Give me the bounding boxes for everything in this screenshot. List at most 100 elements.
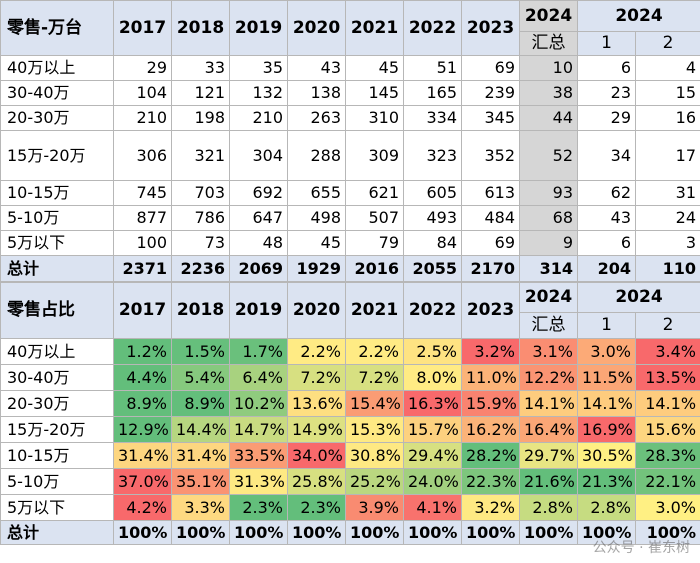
table-cell: 647 [229, 205, 288, 231]
total-cell: 204 [577, 255, 636, 282]
table-cell: 100 [113, 230, 172, 256]
row-label: 30-40万 [0, 80, 114, 106]
table-cell: 210 [229, 105, 288, 131]
heat-cell: 7.2% [287, 364, 346, 391]
table-cell: 121 [171, 80, 230, 106]
total-cell: 314 [519, 255, 578, 282]
row-label: 5-10万 [0, 468, 114, 495]
heat-cell: 30.8% [345, 442, 404, 469]
table-cell: 15 [634, 80, 700, 106]
heat-cell: 31.3% [229, 468, 288, 495]
table-cell: 45 [287, 230, 346, 256]
row-label: 20-30万 [0, 390, 114, 417]
row-label: 40万以上 [0, 55, 114, 81]
year-header: 2019 [229, 0, 288, 56]
table-cell: 745 [113, 180, 172, 206]
table-cell: 306 [113, 130, 172, 181]
heat-cell: 16.3% [403, 390, 462, 417]
heat-cell: 4.2% [113, 494, 172, 521]
table-row: 10-15万 745 703 692 655 621 605 613 93 62 31 [0, 180, 700, 206]
year-header: 2022 [403, 282, 462, 339]
heat-cell: 24.0% [403, 468, 462, 495]
table-cell: 33 [171, 55, 230, 81]
heat-cell: 4.1% [403, 494, 462, 521]
heat-cell: 13.6% [287, 390, 346, 417]
heat-cell: 2.2% [287, 338, 346, 365]
heat-cell: 22.3% [461, 468, 520, 495]
total-cell: 2170 [461, 255, 520, 282]
heat-cell: 34.0% [287, 442, 346, 469]
heat-cell: 1.7% [229, 338, 288, 365]
table-cell: 62 [577, 180, 636, 206]
table-cell: 507 [345, 205, 404, 231]
row-label: 30-40万 [0, 364, 114, 391]
table-cell: 48 [229, 230, 288, 256]
year-header: 2020 [287, 0, 346, 56]
agg-cell: 9 [519, 230, 578, 256]
agg-cell: 44 [519, 105, 578, 131]
heat-cell: 16.2% [461, 416, 520, 443]
heat-cell: 28.3% [634, 442, 700, 469]
table-cell: 145 [345, 80, 404, 106]
row-label: 10-15万 [0, 442, 114, 469]
table-cell: 309 [345, 130, 404, 181]
total-cell: 100% [577, 520, 636, 545]
table-cell: 498 [287, 205, 346, 231]
table-cell: 17 [634, 130, 700, 181]
table-cell: 655 [287, 180, 346, 206]
table-cell: 79 [345, 230, 404, 256]
table-cell: 288 [287, 130, 346, 181]
heat-cell: 3.4% [634, 338, 700, 365]
table-cell: 132 [229, 80, 288, 106]
month-header: 1 [577, 312, 636, 339]
year-header: 2022 [403, 0, 462, 56]
row-label: 5-10万 [0, 205, 114, 231]
total-cell: 110 [634, 255, 700, 282]
agg-cell: 68 [519, 205, 578, 231]
heat-cell: 8.9% [171, 390, 230, 417]
heat-cell: 4.4% [113, 364, 172, 391]
table-cell: 310 [345, 105, 404, 131]
table-cell: 198 [171, 105, 230, 131]
table-cell: 621 [345, 180, 404, 206]
heat-cell: 1.2% [113, 338, 172, 365]
table-row: 5-10万 37.0% 35.1% 31.3% 25.8% 25.2% 24.0% 22.3%… [0, 468, 700, 495]
share-body: 40万以上 1.2% 1.5% 1.7% 2.2% 2.2% 2.5% 3.2% 3.1% 3.0… [0, 338, 700, 545]
heat-cell: 5.4% [171, 364, 230, 391]
year-header: 2017 [113, 0, 172, 56]
total-row: 总计 2371 2236 2069 1929 2016 2055 2170 314 204 110 [0, 255, 700, 282]
month-header: 2 [634, 31, 700, 56]
heat-cell: 25.2% [345, 468, 404, 495]
heat-cell: 2.8% [577, 494, 636, 521]
heat-cell: 22.1% [634, 468, 700, 495]
table-cell: 45 [345, 55, 404, 81]
heat-cell: 2.8% [519, 494, 578, 521]
heat-cell: 11.0% [461, 364, 520, 391]
heat-cell: 2.2% [345, 338, 404, 365]
row-label: 5万以下 [0, 494, 114, 521]
year-header: 2021 [345, 282, 404, 339]
total-cell: 100% [345, 520, 404, 545]
heat-cell: 25.8% [287, 468, 346, 495]
total-cell: 100% [403, 520, 462, 545]
month-year-header: 2024 [576, 282, 700, 313]
heat-cell: 3.0% [577, 338, 636, 365]
table-cell: 877 [113, 205, 172, 231]
table-row: 5万以下 4.2% 3.3% 2.3% 2.3% 3.9% 4.1% 3.2% 2.8% 2.8%… [0, 494, 700, 521]
heat-cell: 2.3% [287, 494, 346, 521]
table-cell: 304 [229, 130, 288, 181]
total-cell: 100% [113, 520, 172, 545]
year-header: 2018 [171, 282, 230, 339]
heat-cell: 3.0% [634, 494, 700, 521]
heat-cell: 15.4% [345, 390, 404, 417]
share-title: 零售占比 [0, 282, 114, 339]
heat-cell: 12.2% [519, 364, 578, 391]
total-row: 总计 100% 100% 100% 100% 100% 100% 100% 100% 100% 10… [0, 520, 700, 545]
heat-cell: 14.1% [577, 390, 636, 417]
table-cell: 345 [461, 105, 520, 131]
month-year-header: 2024 [576, 0, 700, 32]
agg-cell: 52 [519, 130, 578, 181]
heat-cell: 16.4% [519, 416, 578, 443]
share-subheader-row: 汇总 1 2 [1, 312, 700, 339]
table-row: 30-40万 104 121 132 138 145 165 239 38 23 15 [0, 80, 700, 106]
